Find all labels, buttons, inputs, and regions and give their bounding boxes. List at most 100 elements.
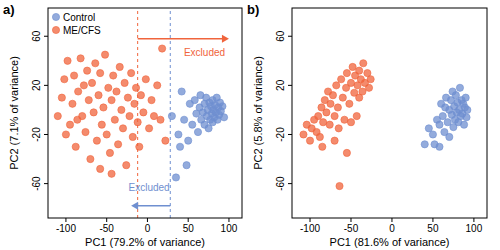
point [220,114,227,121]
panel: b)-100-50050100-60-202060PC1 (81.6% of v… [247,2,487,248]
point [105,84,112,91]
point [54,112,61,119]
y-tick-label: 20 [31,79,42,91]
point [452,92,459,99]
x-tick [188,218,189,222]
point [360,60,367,67]
point [343,69,350,76]
point [185,137,192,144]
y-tick [288,85,292,86]
x-tick [432,218,433,222]
point [131,100,138,107]
x-tick [65,218,66,222]
x-tick-label: 100 [466,223,483,234]
point [446,133,453,140]
point [69,100,76,107]
y-tick [44,36,48,37]
point [87,155,94,162]
point [300,131,307,138]
plot-frame [48,8,242,218]
plot-frame [292,8,487,218]
point [93,137,100,144]
point [421,141,428,148]
point [61,76,68,83]
x-tick-label: -100 [300,223,320,234]
point [75,88,82,95]
point [365,84,372,91]
point [460,121,467,128]
point [128,69,135,76]
point [119,125,126,132]
point [338,76,345,83]
point [159,45,166,52]
point [118,106,125,113]
point [80,82,87,89]
point [101,51,108,58]
point [333,82,340,89]
point [70,72,77,79]
y-tick [44,134,48,135]
point [115,141,122,148]
point [162,137,169,144]
point [189,121,196,128]
point [126,112,133,119]
x-tick-label: -50 [344,223,359,234]
x-tick-label: 0 [145,223,151,234]
legend-marker [52,26,59,33]
point [90,109,97,116]
x-tick [147,218,148,222]
point [331,112,338,119]
point [121,79,128,86]
point [132,84,139,91]
y-axis-label: PC2 (5.8% of variance) [252,56,264,170]
point [97,165,104,172]
point [431,141,438,148]
y-axis-label: PC2 (7.1% of variance) [8,56,20,170]
point [331,137,338,144]
y-tick-label: 60 [275,30,286,42]
point [100,104,107,111]
panel-label: a) [3,2,15,17]
point [346,100,353,107]
point [84,67,91,74]
point [154,82,161,89]
point [62,131,69,138]
point [157,116,164,123]
point [436,121,443,128]
x-axis-label: PC1 (79.2% of variance) [85,236,205,248]
point [349,63,356,70]
point [92,60,99,67]
legend-label: ME/CFS [63,25,101,36]
point [306,137,313,144]
x-tick [106,218,107,222]
y-tick [44,183,48,184]
point [124,94,131,101]
point [172,174,179,181]
x-tick [473,218,474,222]
point [336,182,343,189]
x-tick [391,218,392,222]
point [323,109,330,116]
point [123,162,130,169]
point [74,116,81,123]
y-tick [44,85,48,86]
point [103,131,110,138]
y-tick-label: -20 [275,127,286,142]
point [320,119,327,126]
x-tick-label: 0 [389,223,395,234]
point [347,79,354,86]
point [335,125,342,132]
point [178,88,185,95]
x-tick-label: 50 [183,223,195,234]
y-tick-label: -60 [275,176,286,191]
arrow-head [222,35,229,43]
point [140,109,147,116]
point [176,143,183,150]
point [456,84,463,91]
point [219,103,226,110]
point [462,94,469,101]
legend-label: Control [63,12,95,23]
y-tick [288,134,292,135]
point [150,112,157,119]
point [341,116,348,123]
